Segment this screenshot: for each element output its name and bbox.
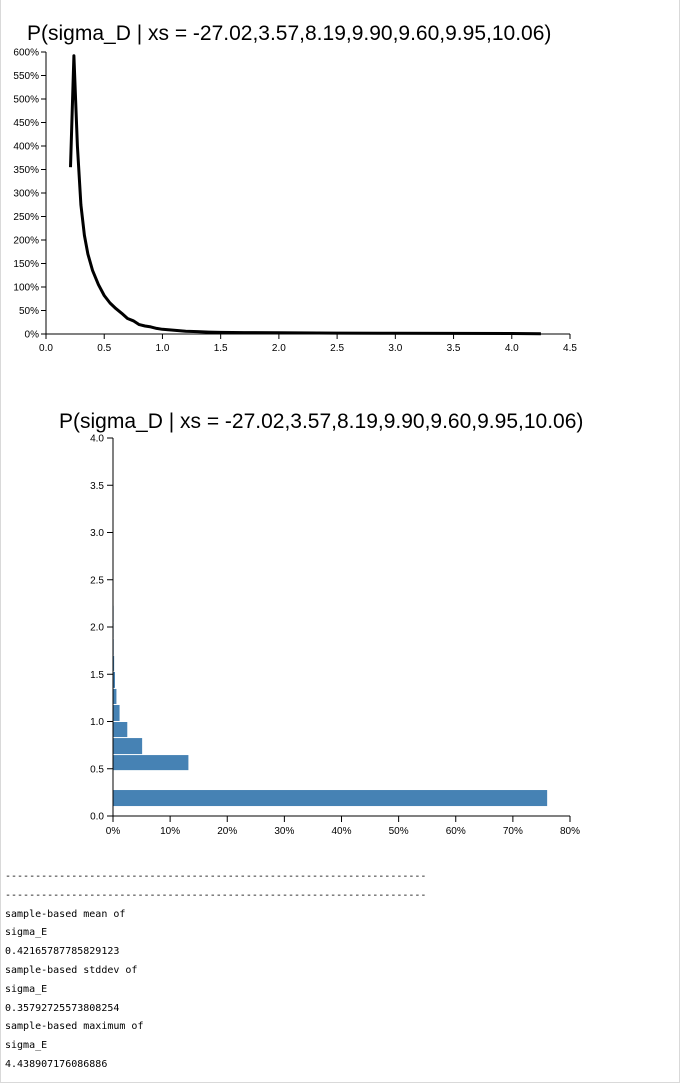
y-tick-label: 150% bbox=[13, 259, 39, 270]
x-tick-label: 2.5 bbox=[330, 343, 344, 354]
y-tick-label: 50% bbox=[19, 306, 39, 317]
console-line: sigma_E bbox=[5, 1040, 48, 1052]
y-tick-label: 3.0 bbox=[90, 528, 104, 539]
histogram-bar bbox=[113, 655, 115, 671]
bar-chart-y-axis: 0.0 0.5 1.0 1.5 2.0 2.5 3.0 3.5 4.0 bbox=[90, 434, 114, 823]
x-tick-label: 4.5 bbox=[563, 343, 577, 354]
x-tick-label: 20% bbox=[217, 826, 237, 837]
bar-chart-title: P(sigma_D | xs = -27.02,3.57,8.19,9.90,9… bbox=[59, 410, 583, 433]
console-line: 0.35792725573808254 bbox=[5, 1002, 120, 1014]
y-tick-label: 2.0 bbox=[90, 623, 104, 634]
x-tick-label: 0.0 bbox=[39, 343, 53, 354]
line-chart-title: P(sigma_D | xs = -27.02,3.57,8.19,9.90,9… bbox=[27, 22, 551, 45]
console-line: 4.438907176086886 bbox=[5, 1058, 108, 1070]
x-tick-label: 40% bbox=[331, 826, 351, 837]
bar-chart-x-axis: 0% 10% 20% 30% 40% 50% 60% 70% 80% bbox=[106, 815, 580, 837]
x-tick-label: 0% bbox=[106, 826, 121, 837]
console-line: 0.42165787785829123 bbox=[5, 946, 120, 958]
histogram-bar bbox=[113, 688, 117, 704]
x-tick-label: 1.5 bbox=[214, 343, 228, 354]
histogram-bar bbox=[113, 738, 143, 755]
y-tick-label: 450% bbox=[13, 118, 39, 129]
x-tick-label: 3.0 bbox=[388, 343, 402, 354]
histogram-bar bbox=[113, 755, 189, 771]
y-tick-label: 400% bbox=[13, 142, 39, 153]
y-tick-label: 200% bbox=[13, 236, 39, 247]
y-tick-label: 3.5 bbox=[90, 481, 104, 492]
y-tick-label: 4.0 bbox=[90, 434, 104, 445]
console-separator: ----------------------------------------… bbox=[5, 889, 427, 901]
console-line: sigma_E bbox=[5, 927, 48, 939]
histogram-bar bbox=[113, 722, 128, 738]
x-tick-label: 60% bbox=[446, 826, 466, 837]
y-tick-label: 0.5 bbox=[90, 764, 104, 775]
line-chart-x-axis: 0.0 0.5 1.0 1.5 2.0 2.5 3.0 3.5 4.0 4.5 bbox=[39, 333, 577, 354]
line-chart-y-axis: 0% 50% 100% 150% 200% 250% 300% 350% 400% 450% 500… bbox=[13, 48, 47, 341]
x-tick-label: 0.5 bbox=[97, 343, 111, 354]
y-tick-label: 0% bbox=[25, 330, 40, 341]
histogram-bars bbox=[113, 605, 548, 807]
histogram-bar bbox=[113, 704, 120, 721]
y-tick-label: 550% bbox=[13, 71, 39, 82]
y-tick-label: 0.0 bbox=[90, 812, 104, 823]
x-tick-label: 2.0 bbox=[272, 343, 286, 354]
console-separator: ----------------------------------------… bbox=[5, 871, 427, 882]
y-tick-label: 1.5 bbox=[90, 670, 104, 681]
y-tick-label: 500% bbox=[13, 95, 39, 106]
density-line-chart: P(sigma_D | xs = -27.02,3.57,8.19,9.90,9… bbox=[13, 22, 577, 354]
histogram-bar bbox=[113, 790, 548, 807]
histogram-bar bbox=[113, 671, 115, 688]
y-tick-label: 600% bbox=[13, 48, 39, 59]
x-tick-label: 50% bbox=[389, 826, 409, 837]
console-line: sigma_E bbox=[5, 983, 48, 995]
x-tick-label: 3.5 bbox=[447, 343, 461, 354]
x-tick-label: 10% bbox=[160, 826, 180, 837]
x-tick-label: 70% bbox=[503, 826, 523, 837]
x-tick-label: 30% bbox=[274, 826, 294, 837]
x-tick-label: 80% bbox=[560, 826, 580, 837]
console-line: sample-based maximum of bbox=[5, 1021, 144, 1033]
histogram-bar-chart: P(sigma_D | xs = -27.02,3.57,8.19,9.90,9… bbox=[59, 410, 583, 837]
y-tick-label: 100% bbox=[13, 283, 39, 294]
density-line bbox=[69, 54, 541, 336]
y-tick-label: 250% bbox=[13, 212, 39, 223]
x-tick-label: 4.0 bbox=[505, 343, 519, 354]
console-line: sample-based stddev of bbox=[5, 964, 138, 976]
console-line: sample-based mean of bbox=[5, 908, 126, 920]
y-tick-label: 2.5 bbox=[90, 575, 104, 586]
x-tick-label: 1.0 bbox=[155, 343, 169, 354]
console-output: ----------------------------------------… bbox=[5, 868, 665, 1075]
y-tick-label: 300% bbox=[13, 189, 39, 200]
y-tick-label: 1.0 bbox=[90, 717, 104, 728]
y-tick-label: 350% bbox=[13, 165, 39, 176]
